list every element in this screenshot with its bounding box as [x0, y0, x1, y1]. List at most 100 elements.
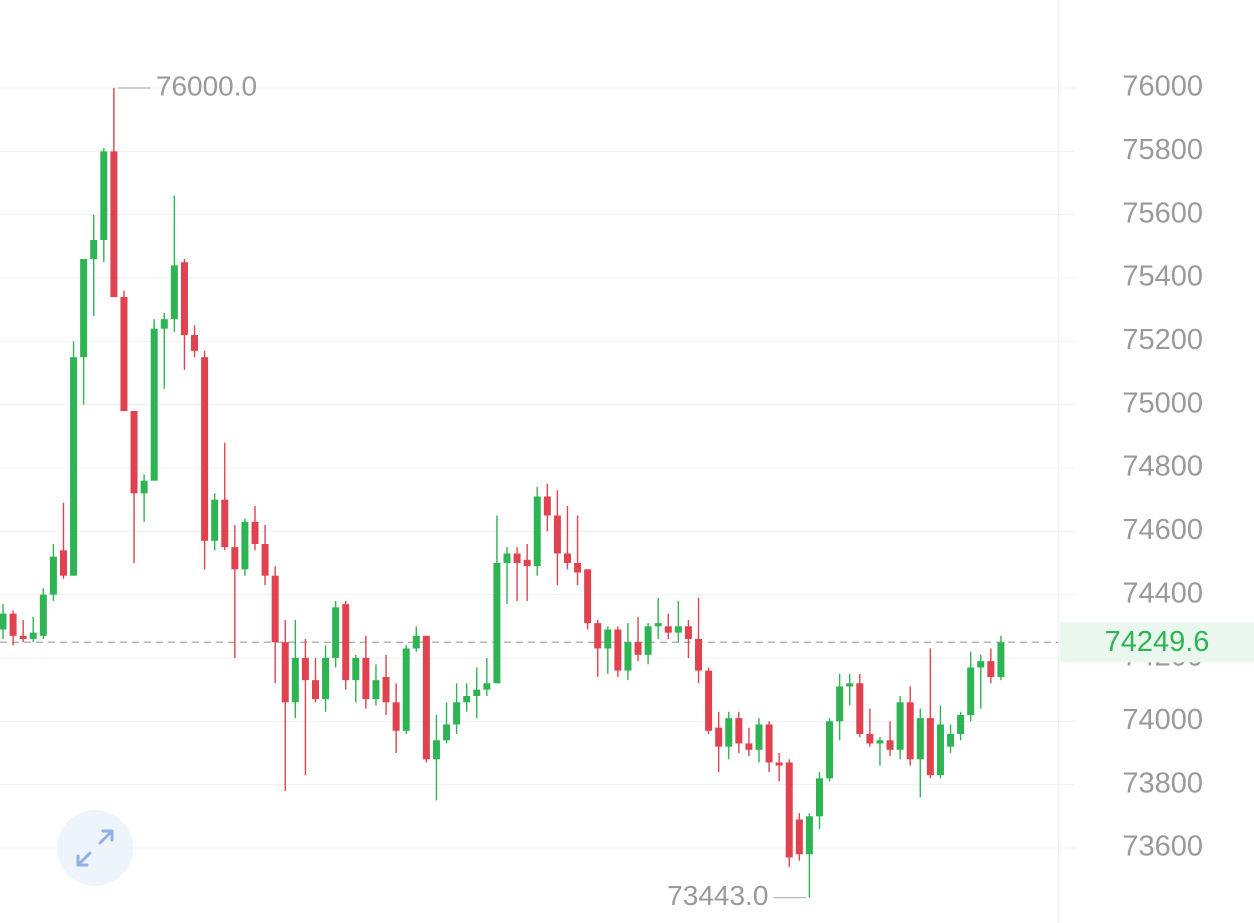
y-tick-label: 74600: [1122, 514, 1203, 546]
candle-body: [49, 556, 57, 595]
candle-body: [392, 702, 400, 731]
candle-body: [281, 642, 289, 703]
candle-body: [382, 676, 390, 703]
candle-body: [483, 683, 491, 690]
candle-body: [553, 515, 561, 554]
candle-body: [866, 733, 874, 744]
candle-body: [584, 569, 592, 624]
candle-body: [957, 714, 965, 734]
candle-body: [150, 328, 158, 481]
candle-body: [473, 689, 481, 696]
candle-body: [523, 559, 531, 567]
candle-body: [574, 562, 582, 573]
candle-body: [140, 480, 148, 494]
candle-body: [322, 657, 330, 700]
candle-body: [916, 718, 924, 760]
candle-body: [271, 575, 279, 643]
candle-body: [311, 680, 319, 700]
candle-body: [211, 499, 219, 541]
y-tick-label: 74400: [1122, 577, 1203, 609]
y-tick-label: 74800: [1122, 451, 1203, 483]
candle-body: [997, 642, 1005, 677]
candle-body: [100, 151, 108, 241]
candle-body: [674, 626, 682, 633]
candle-body: [715, 727, 723, 747]
candle-body: [775, 762, 783, 766]
candle-body: [90, 240, 98, 260]
candle-body: [372, 680, 380, 700]
candle-body: [221, 499, 229, 548]
candle-body: [170, 265, 178, 320]
candle-body: [977, 661, 985, 668]
candle-body: [815, 778, 823, 817]
last-price-label: 74249.6: [1105, 626, 1210, 658]
candle-body: [59, 550, 67, 576]
candle-body: [463, 695, 471, 703]
y-tick-label: 75000: [1122, 387, 1203, 419]
y-tick-label: 75200: [1122, 324, 1203, 356]
candle-body: [654, 623, 662, 627]
low-label: 73443.0: [667, 880, 768, 911]
candle-body: [805, 816, 813, 855]
y-tick-label: 73800: [1122, 767, 1203, 799]
y-tick-label: 75400: [1122, 261, 1203, 293]
candle-body: [201, 357, 209, 541]
candle-body: [695, 638, 703, 671]
candle-body: [634, 642, 642, 655]
candle-body: [160, 319, 168, 329]
candle-body: [443, 724, 451, 741]
candle-body: [926, 718, 934, 776]
y-tick-label: 76000: [1122, 71, 1203, 103]
candle-body: [856, 683, 864, 734]
candle-body: [251, 521, 259, 544]
candle-body: [453, 702, 461, 725]
candle-body: [765, 724, 773, 763]
candle-body: [342, 604, 350, 681]
expand-icon[interactable]: [76, 829, 114, 867]
y-tick-label: 75800: [1122, 134, 1203, 166]
candle-body: [80, 259, 88, 358]
candle-body: [362, 657, 370, 700]
candle-body: [191, 335, 199, 351]
candle-body: [301, 657, 309, 681]
candle-body: [755, 724, 763, 750]
candle-body: [231, 547, 239, 570]
candle-body: [503, 553, 511, 563]
candle-body: [664, 626, 672, 633]
candle-body: [896, 702, 904, 750]
candle-body: [352, 657, 360, 681]
candle-body: [130, 410, 138, 494]
candle-body: [29, 632, 37, 639]
candle-body: [725, 718, 733, 747]
candle-body: [110, 151, 118, 298]
candle-body: [906, 702, 914, 760]
candle-body: [745, 743, 753, 750]
candle-body: [261, 543, 269, 576]
candle-body: [594, 623, 602, 649]
candle-body: [846, 683, 854, 687]
candle-body: [19, 635, 27, 639]
price-axis-panel: [1058, 0, 1254, 923]
candle-body: [432, 740, 440, 760]
candle-body: [735, 718, 743, 744]
candle-body: [422, 635, 430, 760]
candle-body: [513, 553, 521, 563]
candle-body: [614, 629, 622, 671]
candle-body: [624, 642, 632, 671]
high-label: 76000.0: [156, 70, 257, 101]
candle-body: [9, 613, 17, 636]
candle-body: [180, 262, 188, 336]
candle-body: [705, 670, 713, 731]
candle-body: [120, 297, 128, 411]
candle-body: [936, 724, 944, 776]
candle-body: [795, 819, 803, 855]
candle-body: [291, 657, 299, 703]
candle-body: [39, 594, 47, 636]
y-tick-label: 75600: [1122, 197, 1203, 229]
candle-body: [332, 607, 340, 658]
y-tick-label: 74000: [1122, 704, 1203, 736]
candle-body: [886, 740, 894, 750]
candle-body: [604, 629, 612, 649]
